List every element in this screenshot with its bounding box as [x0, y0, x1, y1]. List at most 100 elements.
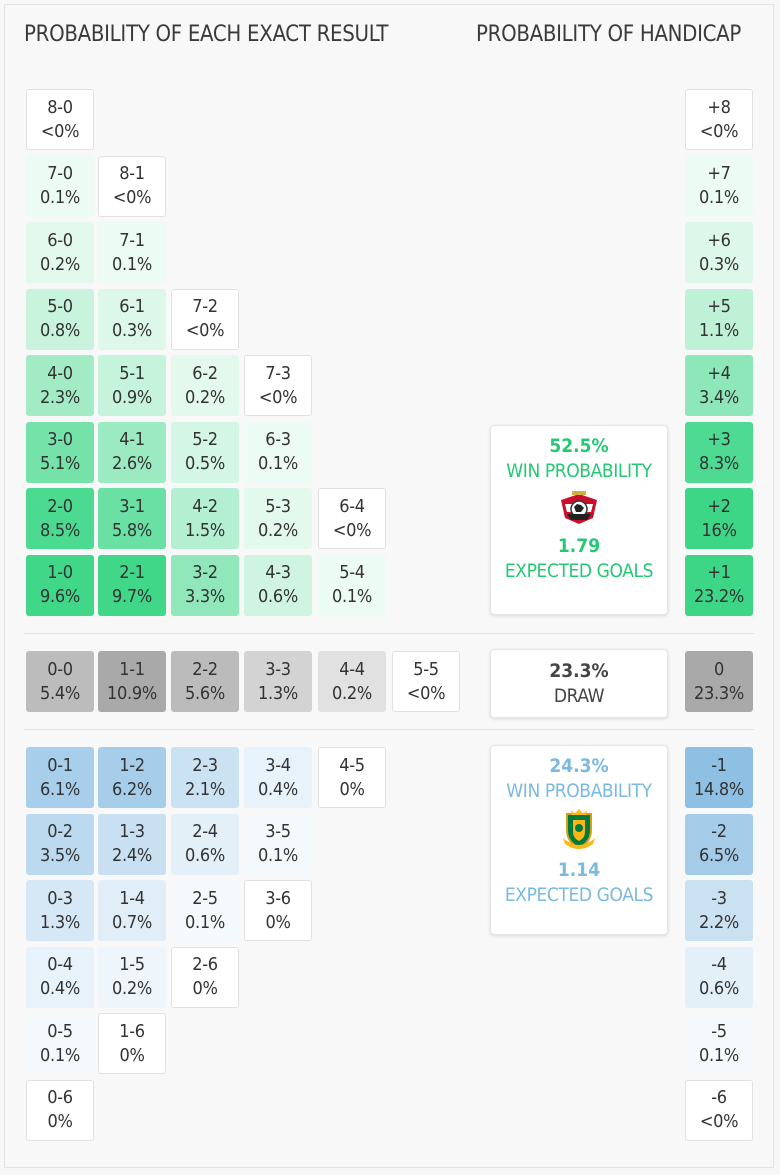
probability-value: <0% — [40, 120, 80, 142]
probability-value: 0.1% — [185, 911, 225, 933]
score-cell-2-0: 2-0 8.5% — [26, 488, 94, 549]
probability-value: 0.7% — [112, 911, 152, 933]
probability-value: 0.2% — [112, 978, 152, 999]
score-cell-1-3: 1-3 2.4% — [98, 813, 166, 875]
score-cell-6-0: 6-0 0.2% — [26, 222, 94, 283]
score-cell-1-0: 1-0 9.6% — [26, 554, 94, 616]
score-label: +1 — [707, 562, 731, 583]
handicap-cell-+7: +7 0.1% — [685, 155, 753, 217]
score-cell-3-4: 3-4 0.4% — [244, 747, 312, 808]
score-label: 5-1 — [119, 362, 145, 384]
score-label: 6-0 — [47, 229, 73, 251]
home-win-label: WIN PROBABILITY — [506, 460, 652, 482]
score-label: 2-0 — [47, 495, 73, 517]
score-label: 1-0 — [47, 562, 73, 583]
score-label: -4 — [711, 954, 727, 975]
away-win-label: WIN PROBABILITY — [506, 780, 652, 802]
score-label: -2 — [711, 821, 727, 842]
score-label: 3-1 — [119, 495, 145, 517]
probability-value: <0% — [699, 120, 739, 142]
probability-value: 8.5% — [40, 519, 80, 541]
probability-value: 0.4% — [40, 978, 80, 999]
probability-value: <0% — [258, 386, 298, 408]
score-label: 4-2 — [192, 495, 218, 517]
score-cell-7-1: 7-1 0.1% — [98, 222, 166, 283]
away-expected-goals-label: EXPECTED GOALS — [504, 884, 654, 906]
score-cell-5-0: 5-0 0.8% — [26, 288, 94, 350]
score-label: 0-2 — [47, 821, 73, 842]
score-label: 1-5 — [119, 954, 145, 975]
score-label: 0-1 — [47, 754, 73, 776]
score-label: 0 — [713, 658, 724, 680]
probability-value: 0.2% — [332, 682, 372, 704]
probability-value: 0.2% — [40, 253, 80, 275]
score-cell-1-1: 1-1 10.9% — [98, 651, 166, 712]
probability-value: <0% — [185, 320, 225, 341]
probability-value: 2.6% — [112, 453, 152, 474]
score-cell-5-1: 5-1 0.9% — [98, 355, 166, 416]
egypt-crest-icon — [561, 491, 597, 524]
score-label: 4-1 — [119, 429, 145, 450]
score-cell-4-2: 4-2 1.5% — [171, 488, 239, 549]
score-cell-5-3: 5-3 0.2% — [244, 488, 312, 549]
score-label: 1-4 — [119, 887, 145, 909]
probability-value: <0% — [699, 1111, 739, 1132]
probability-value: 8.3% — [699, 453, 739, 474]
score-label: 1-3 — [119, 821, 145, 842]
probability-value: <0% — [332, 519, 372, 541]
handicap-cell-+8: +8 <0% — [685, 89, 753, 150]
handicap-cell--6: -6 <0% — [685, 1079, 753, 1141]
probability-value: 0.8% — [40, 320, 80, 341]
score-cell-3-2: 3-2 3.3% — [171, 554, 239, 616]
score-label: -3 — [711, 887, 727, 909]
score-label: 2-2 — [192, 658, 218, 680]
score-label: 7-1 — [119, 229, 145, 251]
probability-value: <0% — [112, 187, 152, 208]
draw-percent: 23.3% — [549, 659, 609, 682]
score-label: 7-0 — [47, 163, 73, 184]
south-africa-crest-icon — [563, 809, 595, 850]
score-label: 2-5 — [192, 887, 218, 909]
score-cell-0-5: 0-5 0.1% — [26, 1013, 94, 1074]
score-label: 4-0 — [47, 362, 73, 384]
probability-value: 3.3% — [185, 586, 225, 607]
exact-result-header: PROBABILITY OF EACH EXACT RESULT — [24, 22, 389, 47]
draw-label: DRAW — [553, 684, 605, 707]
score-cell-2-6: 2-6 0% — [171, 946, 239, 1008]
score-cell-1-6: 1-6 0% — [98, 1013, 166, 1074]
score-cell-3-1: 3-1 5.8% — [98, 488, 166, 549]
probability-value: 0.1% — [699, 1044, 739, 1066]
probability-value: 1.3% — [40, 911, 80, 933]
home-win-card: 52.5% WIN PROBABILITY 1.79 EXPECTED GOAL… — [490, 425, 668, 615]
probability-value: 6.1% — [40, 778, 80, 800]
score-label: 3-2 — [192, 562, 218, 583]
handicap-cell--4: -4 0.6% — [685, 946, 753, 1008]
probability-value: 0% — [265, 911, 291, 933]
score-cell-6-1: 6-1 0.3% — [98, 288, 166, 350]
probability-value: 0.6% — [699, 978, 739, 999]
probability-value: 5.6% — [185, 682, 225, 704]
probability-value: 5.1% — [40, 453, 80, 474]
score-label: 8-1 — [119, 163, 145, 184]
score-cell-6-3: 6-3 0.1% — [244, 421, 312, 483]
score-label: 8-0 — [47, 96, 73, 118]
score-label: 0-6 — [47, 1087, 73, 1108]
probability-value: <0% — [406, 682, 446, 704]
score-cell-2-5: 2-5 0.1% — [171, 880, 239, 941]
draw-away-divider — [24, 729, 754, 730]
probability-value: 2.3% — [40, 386, 80, 408]
score-label: 4-3 — [265, 562, 291, 583]
probability-value: 0.6% — [185, 845, 225, 866]
probability-value: 0% — [119, 1044, 145, 1066]
score-label: 2-1 — [119, 562, 145, 583]
probability-value: 6.2% — [112, 778, 152, 800]
score-label: 0-3 — [47, 887, 73, 909]
probability-value: 5.4% — [40, 682, 80, 704]
probability-value: 2.1% — [185, 778, 225, 800]
probability-value: 0.2% — [258, 519, 298, 541]
score-cell-3-6: 3-6 0% — [244, 880, 312, 941]
probability-value: 1.5% — [185, 519, 225, 541]
handicap-cell-+3: +3 8.3% — [685, 421, 753, 483]
probability-value: 0.4% — [258, 778, 298, 800]
score-label: 5-3 — [265, 495, 291, 517]
